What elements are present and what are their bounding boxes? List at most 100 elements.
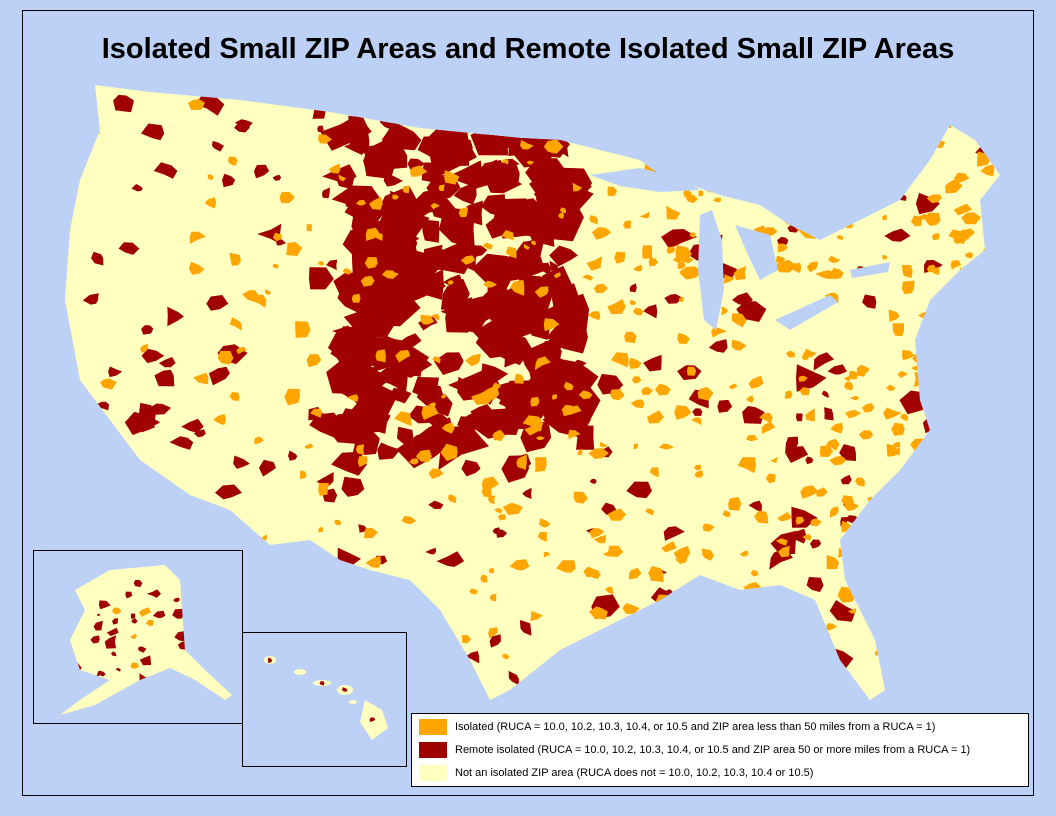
zip-area: [207, 174, 214, 181]
zip-area: [577, 448, 583, 456]
zip-area: [319, 681, 325, 686]
zip-area: [229, 392, 240, 401]
zip-area: [748, 500, 762, 513]
zip-area: [90, 635, 100, 644]
zip-area: [217, 351, 234, 365]
zip-area: [480, 574, 488, 583]
zip-area: [355, 199, 366, 206]
legend-box: [411, 713, 1029, 787]
zip-area: [535, 436, 545, 441]
zip-area: [458, 207, 468, 218]
zip-area: [849, 371, 859, 380]
zip-area: [661, 229, 698, 249]
zip-area: [777, 545, 790, 558]
zip-area: [104, 635, 117, 649]
zip-area: [488, 568, 495, 574]
zip-area: [759, 412, 773, 424]
zip-area: [385, 145, 406, 162]
zip-area: [480, 194, 506, 217]
zip-area: [530, 396, 540, 407]
zip-area: [773, 259, 798, 273]
zip-area: [318, 482, 329, 496]
zip-area: [607, 186, 618, 196]
hawaii-island: [349, 700, 357, 704]
zip-area: [172, 608, 184, 619]
zip-area: [631, 376, 642, 384]
zip-area: [777, 243, 789, 253]
zip-area: [535, 457, 547, 472]
zip-area: [478, 160, 505, 189]
zip-area: [685, 193, 699, 204]
zip-area: [501, 159, 509, 165]
zip-area: [892, 323, 904, 337]
zip-area: [891, 422, 905, 436]
zip-area: [140, 343, 149, 353]
zip-area: [810, 539, 822, 549]
zip-area: [174, 630, 187, 642]
zip-area: [731, 339, 747, 351]
zip-area: [304, 443, 314, 449]
zip-area: [469, 588, 479, 595]
zip-area: [204, 197, 217, 209]
zip-area: [789, 528, 807, 544]
zip-area: [522, 415, 544, 432]
hawaii-island: [294, 669, 306, 675]
zip-area: [131, 184, 143, 192]
zip-area: [91, 251, 104, 266]
zip-area: [331, 451, 367, 476]
zip-area: [369, 196, 383, 210]
zip-area: [500, 329, 534, 368]
zip-area: [531, 240, 537, 246]
zip-area: [457, 416, 478, 434]
zip-area: [901, 265, 913, 279]
zip-area: [628, 357, 642, 369]
zip-area: [915, 192, 940, 215]
zip-area: [364, 257, 378, 269]
zip-area: [586, 256, 603, 271]
zip-area: [661, 541, 677, 553]
zip-area: [687, 366, 697, 376]
zip-area: [306, 354, 322, 368]
zip-area: [391, 387, 412, 404]
zip-area: [497, 514, 507, 521]
zip-area: [213, 413, 226, 426]
zip-area: [492, 429, 506, 442]
zip-area: [882, 254, 888, 260]
zip-area: [465, 651, 480, 664]
zip-area: [365, 227, 381, 241]
zip-area: [521, 305, 558, 335]
zip-area: [146, 589, 161, 598]
zip-area: [777, 511, 793, 522]
zip-area: [633, 264, 643, 272]
zip-area: [215, 484, 242, 500]
zip-area: [534, 211, 565, 231]
zip-area: [953, 229, 970, 244]
zip-area: [543, 318, 560, 332]
zip-area: [829, 600, 856, 622]
zip-area: [422, 219, 440, 243]
zip-area: [883, 407, 902, 420]
zip-area: [614, 251, 626, 264]
zip-area: [770, 456, 778, 464]
zip-area: [229, 317, 242, 331]
zip-area: [318, 261, 325, 266]
zip-area: [130, 633, 138, 639]
zip-area: [459, 200, 483, 226]
zip-area: [543, 139, 564, 154]
zip-area: [482, 242, 493, 250]
zip-area: [401, 515, 417, 525]
zip-area: [901, 280, 915, 295]
zip-area: [813, 352, 835, 371]
zip-area: [648, 566, 664, 583]
zip-area: [459, 183, 477, 196]
zip-area: [488, 495, 496, 505]
zip-area: [689, 266, 699, 273]
zip-area: [141, 325, 154, 335]
zip-area: [428, 500, 444, 509]
zip-area: [222, 173, 236, 188]
zip-area: [444, 170, 460, 185]
zip-area: [415, 449, 432, 463]
zip-area: [911, 215, 922, 227]
zip-area: [728, 383, 738, 390]
zip-area: [153, 162, 178, 179]
